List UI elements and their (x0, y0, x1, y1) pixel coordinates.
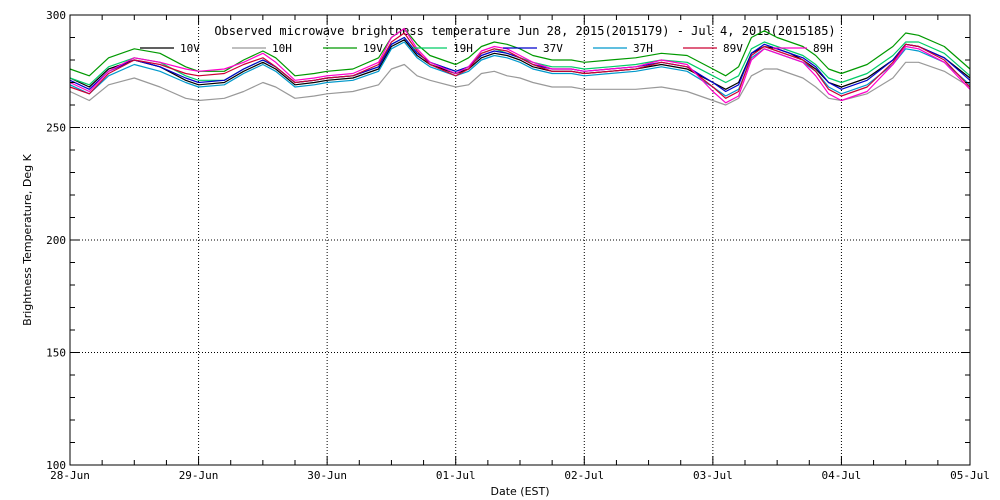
y-tick-label: 150 (46, 347, 66, 360)
series-line-37v (69, 36, 971, 93)
legend-label-37v: 37V (543, 42, 563, 55)
x-tick-label: 30-Jun (307, 469, 347, 482)
chart-title: Observed microwave brightness temperatur… (214, 24, 835, 38)
legend-label-19h: 19H (453, 42, 473, 55)
y-tick-label: 300 (46, 9, 66, 22)
y-axis-title: Brightness Temperature, Deg K (21, 153, 34, 325)
series-line-89v (69, 32, 971, 99)
x-tick-label: 03-Jul (693, 469, 733, 482)
series-line-19v (69, 27, 971, 77)
x-tick-label: 05-Jul (950, 469, 990, 482)
y-tick-label: 250 (46, 122, 66, 135)
x-axis-title: Date (EST) (490, 485, 549, 498)
series-line-37h (69, 41, 971, 97)
x-tick-label: 29-Jun (179, 469, 219, 482)
series-lines (69, 27, 971, 106)
legend-label-10h: 10H (272, 42, 292, 55)
x-tick-label: 28-Jun (50, 469, 90, 482)
legend-label-19v: 19V (363, 42, 383, 55)
series-line-10v (69, 39, 971, 90)
legend-label-89v: 89V (723, 42, 743, 55)
x-tick-label: 04-Jul (822, 469, 862, 482)
x-tick-label: 01-Jul (436, 469, 476, 482)
legend: 10V 10H 19V 19H 37V 37H 89V 89H (140, 42, 833, 55)
legend-label-10v: 10V (180, 42, 200, 55)
legend-label-37h: 37H (633, 42, 653, 55)
series-line-10h (69, 61, 971, 106)
legend-label-89h: 89H (813, 42, 833, 55)
x-tick-label: 02-Jul (564, 469, 604, 482)
grid-lines (70, 15, 970, 465)
y-tick-label: 200 (46, 234, 66, 247)
axis-ticks: 100 150 200 250 300 28-Jun 29-Jun 30-Jun 01-Jul 0… (46, 9, 990, 482)
y-tick-label: 100 (46, 459, 66, 472)
series-line-89h (69, 27, 971, 104)
